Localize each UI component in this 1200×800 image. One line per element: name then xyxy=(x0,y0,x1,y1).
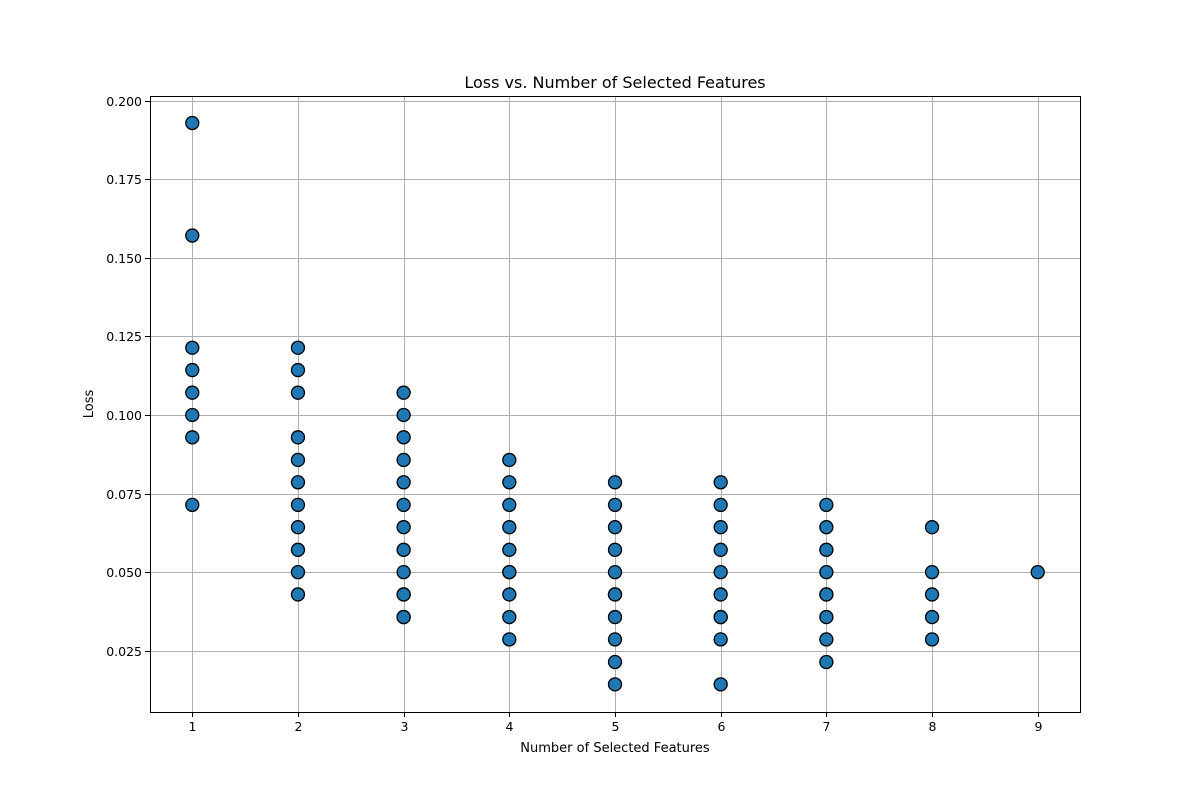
y-axis-label: Loss xyxy=(82,390,97,419)
data-point xyxy=(607,497,623,513)
data-point xyxy=(396,609,411,625)
data-point xyxy=(290,362,306,378)
data-point xyxy=(607,654,623,670)
x-axis-ticks: 1 2 3 4 5 6 7 8 9 xyxy=(189,712,1043,734)
data-point xyxy=(819,632,834,647)
data-point xyxy=(396,385,411,400)
data-point xyxy=(502,542,517,557)
data-point xyxy=(502,632,517,647)
data-point xyxy=(713,475,728,490)
y-tick-label: 0.125 xyxy=(106,329,142,344)
x-tick-label: 3 xyxy=(401,719,409,734)
x-tick-label: 8 xyxy=(929,719,937,734)
data-point xyxy=(819,497,834,513)
data-point xyxy=(396,430,411,445)
data-point xyxy=(290,542,306,557)
data-point xyxy=(607,632,623,647)
x-axis-label: Number of Selected Features xyxy=(520,741,710,756)
y-tick-label: 0.100 xyxy=(106,408,142,423)
data-point xyxy=(607,587,623,602)
data-point xyxy=(396,564,411,580)
data-point xyxy=(607,677,623,692)
data-point xyxy=(713,677,728,692)
x-tick-label: 9 xyxy=(1035,719,1043,734)
data-point xyxy=(185,430,200,445)
data-point xyxy=(924,609,940,625)
y-tick-label: 0.025 xyxy=(106,644,142,659)
data-point xyxy=(924,632,940,647)
data-point xyxy=(924,587,940,602)
y-tick-label: 0.200 xyxy=(106,94,142,109)
data-point xyxy=(607,475,623,490)
data-point xyxy=(396,520,411,535)
data-point xyxy=(290,340,306,355)
data-point xyxy=(290,475,306,490)
x-tick-label: 7 xyxy=(823,719,831,734)
data-point xyxy=(185,407,200,423)
data-point xyxy=(502,520,517,535)
data-point xyxy=(713,564,728,580)
data-point xyxy=(713,609,728,625)
data-point xyxy=(819,587,834,602)
data-point xyxy=(607,609,623,625)
data-point xyxy=(713,587,728,602)
data-point xyxy=(290,430,306,445)
data-point xyxy=(185,362,200,378)
data-point xyxy=(502,475,517,490)
x-tick-label: 5 xyxy=(612,719,620,734)
data-point xyxy=(502,452,517,468)
data-point xyxy=(290,564,306,580)
data-point xyxy=(502,564,517,580)
chart-title: Loss vs. Number of Selected Features xyxy=(464,73,765,92)
data-point xyxy=(396,475,411,490)
data-point xyxy=(924,564,940,580)
data-point xyxy=(396,587,411,602)
data-point xyxy=(713,520,728,535)
data-point xyxy=(502,609,517,625)
data-point xyxy=(819,542,834,557)
x-tick-label: 1 xyxy=(189,719,197,734)
x-tick-label: 4 xyxy=(506,719,514,734)
data-point xyxy=(607,542,623,557)
data-point xyxy=(185,497,200,513)
data-point xyxy=(290,452,306,468)
data-point xyxy=(924,520,940,535)
data-point xyxy=(819,520,834,535)
data-point xyxy=(290,385,306,400)
data-point xyxy=(396,497,411,513)
data-points xyxy=(185,115,1045,692)
data-point xyxy=(185,385,200,400)
data-point xyxy=(607,520,623,535)
data-point xyxy=(185,340,200,355)
data-point xyxy=(290,520,306,535)
data-point xyxy=(396,452,411,468)
y-tick-label: 0.175 xyxy=(106,172,142,187)
y-tick-label: 0.150 xyxy=(106,251,142,266)
x-tick-label: 6 xyxy=(718,719,726,734)
data-point xyxy=(713,542,728,557)
y-tick-label: 0.075 xyxy=(106,487,142,502)
data-point xyxy=(185,228,200,243)
data-point xyxy=(713,497,728,513)
data-point xyxy=(502,497,517,513)
data-point xyxy=(290,587,306,602)
data-point xyxy=(396,542,411,557)
x-tick-label: 2 xyxy=(295,719,303,734)
data-point xyxy=(185,115,200,131)
data-point xyxy=(819,564,834,580)
y-axis-ticks: 0.025 0.050 0.075 0.100 0.125 0.150 0.175 0.200 xyxy=(106,94,150,659)
data-point xyxy=(290,497,306,513)
data-point xyxy=(819,654,834,670)
y-tick-label: 0.050 xyxy=(106,565,142,580)
data-point xyxy=(396,407,411,423)
data-point xyxy=(1030,564,1045,580)
data-point xyxy=(607,564,623,580)
data-point xyxy=(713,632,728,647)
data-point xyxy=(819,609,834,625)
data-point xyxy=(502,587,517,602)
